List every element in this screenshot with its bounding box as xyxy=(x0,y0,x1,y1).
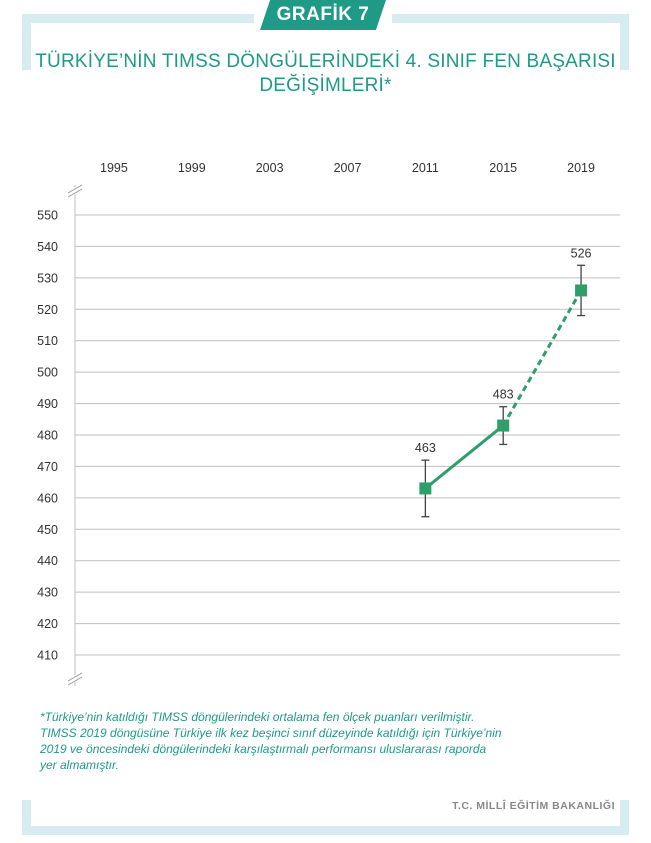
footnote: *Türkiye’nin katıldığı TIMSS döngülerind… xyxy=(40,709,610,773)
series-line-solid xyxy=(424,424,505,490)
axis-break-mark xyxy=(67,184,83,194)
y-tick-label: 540 xyxy=(37,240,58,254)
axis-break-gap xyxy=(69,187,81,194)
frame-left-bottom-edge xyxy=(22,800,31,835)
y-tick-label: 440 xyxy=(37,554,58,568)
chart-badge: GRAFİK 7 xyxy=(260,0,386,30)
x-tick-label: 2003 xyxy=(256,161,284,175)
footnote-line: TIMSS 2019 döngüsüne Türkiye ilk kez beş… xyxy=(40,726,502,740)
data-label: 483 xyxy=(493,388,514,402)
frame-right-top-edge xyxy=(620,14,629,70)
y-tick-label: 470 xyxy=(37,460,58,474)
y-tick-label: 480 xyxy=(37,429,58,443)
line-chart: 550 540 530 520 510 500 490 480 470 460 450 440 430 4… xyxy=(37,161,620,686)
y-tick-label: 520 xyxy=(37,303,58,317)
x-tick-label: 2019 xyxy=(567,161,595,175)
axis-break-mark xyxy=(67,188,83,198)
frame-top-right xyxy=(392,14,629,23)
y-tick-label: 450 xyxy=(37,523,58,537)
chart-title-line-2: DEĞİŞİMLERİ* xyxy=(259,75,392,96)
axis-break-mark xyxy=(67,676,83,686)
axis-break-mark xyxy=(67,672,83,682)
footnote-line: 2019 ve öncesindeki döngülerindeki karşı… xyxy=(40,742,487,756)
x-tick-label: 2007 xyxy=(334,161,362,175)
data-point-marker xyxy=(419,482,432,495)
y-tick-label: 490 xyxy=(37,397,58,411)
chart-title-line-1: TÜRKİYE’NİN TIMSS DÖNGÜLERİNDEKİ 4. SINI… xyxy=(35,51,616,72)
x-tick-label: 1999 xyxy=(178,161,206,175)
source-label: T.C. MİLLÎ EĞİTİM BAKANLIĞI xyxy=(452,800,615,812)
data-label: 463 xyxy=(415,441,436,455)
y-tick-label: 510 xyxy=(37,334,58,348)
footnote-line: yer almamıştır. xyxy=(40,758,119,772)
y-tick-label: 500 xyxy=(37,366,58,380)
data-point-marker xyxy=(575,284,588,297)
x-tick-label: 2011 xyxy=(412,161,439,175)
axis-break-gap xyxy=(69,675,81,682)
y-tick-label: 460 xyxy=(37,491,58,505)
chart-title: TÜRKİYE’NİN TIMSS DÖNGÜLERİNDEKİ 4. SINI… xyxy=(30,50,621,98)
frame-bottom xyxy=(22,826,629,835)
frame-top-left xyxy=(22,14,254,23)
y-tick-label: 430 xyxy=(37,586,58,600)
y-tick-label: 410 xyxy=(37,649,58,663)
y-tick-label: 530 xyxy=(37,271,58,285)
x-tick-label: 2015 xyxy=(489,161,517,175)
series-line-dashed xyxy=(501,289,583,427)
frame-left-top-edge xyxy=(22,14,31,70)
x-tick-label: 1995 xyxy=(100,161,128,175)
data-label: 526 xyxy=(571,246,592,260)
data-point-marker xyxy=(497,419,510,432)
footnote-line: *Türkiye’nin katıldığı TIMSS döngülerind… xyxy=(40,710,475,724)
y-tick-label: 550 xyxy=(37,209,58,223)
frame-right-bottom-edge xyxy=(620,800,629,835)
y-tick-label: 420 xyxy=(37,617,58,631)
